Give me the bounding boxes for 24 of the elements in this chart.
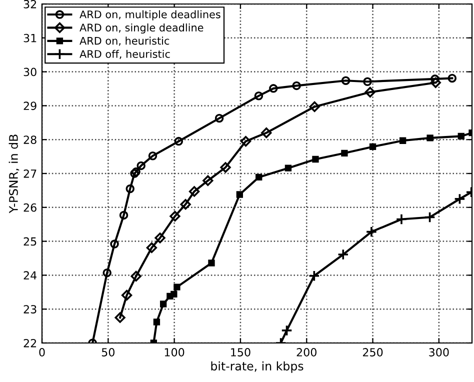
y-tick-label: 24 <box>24 271 37 280</box>
y-tick-label: 25 <box>24 237 36 246</box>
x-axis-title: bit-rate, in kbps <box>211 361 304 373</box>
y-axis-title: Y-PSNR, in dB <box>8 134 20 214</box>
y-tick-label: 26 <box>24 203 36 212</box>
y-tick-label: 28 <box>24 136 36 144</box>
x-tick-label: 50 <box>102 348 114 356</box>
y-tick-label: 31 <box>24 34 36 42</box>
x-tick-label: 150 <box>231 348 250 356</box>
y-tick-label: 27 <box>24 169 36 178</box>
legend-label: ARD on, multiple deadlines <box>80 10 220 20</box>
x-tick-label: 100 <box>164 348 184 356</box>
x-tick-label: 200 <box>296 348 316 356</box>
y-tick-label: 32 <box>24 0 36 8</box>
y-tick-label: 23 <box>24 305 36 314</box>
x-tick-label: 300 <box>429 348 449 356</box>
legend-label: ARD off, heuristic <box>80 50 170 59</box>
legend-label: ARD on, heuristic <box>80 36 170 46</box>
y-tick-label: 22 <box>24 338 36 348</box>
legend-label: ARD on, single deadline <box>80 23 204 34</box>
x-tick-label: 250 <box>362 348 383 356</box>
y-tick-label: 30 <box>24 68 36 76</box>
y-tick-label: 29 <box>24 102 36 110</box>
x-tick-label: 0 <box>39 348 45 356</box>
